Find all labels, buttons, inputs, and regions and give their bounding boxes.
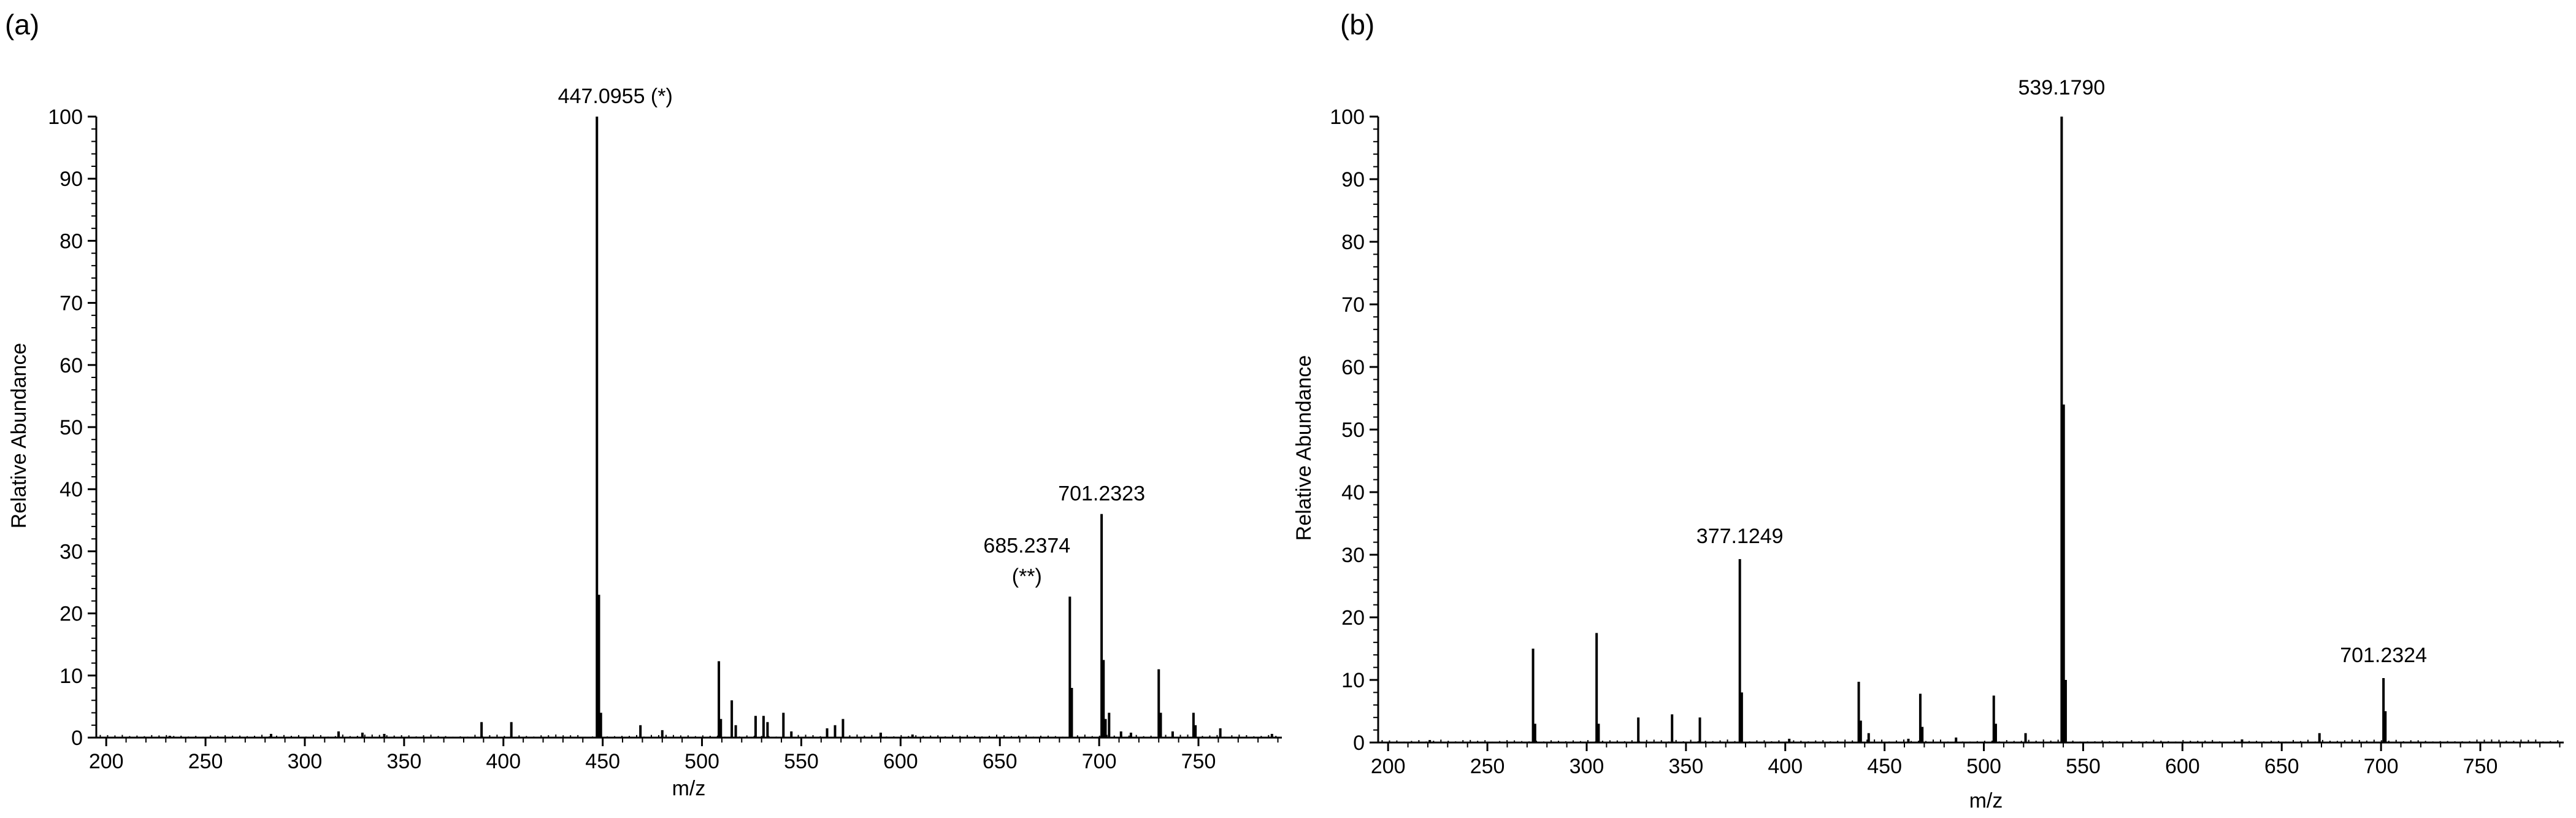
panel-label-b: (b) bbox=[1340, 9, 1374, 41]
y-tick-label-b: 70 bbox=[1341, 293, 1365, 317]
y-tick-label-b: 50 bbox=[1341, 419, 1365, 442]
y-tick-label-a: 60 bbox=[59, 354, 83, 377]
peak-labels-b: 539.1790 377.1249 701.2324 bbox=[1696, 76, 2427, 667]
axes-a: 200 250 300 350 400 450 500 550 600 650 700 750 0 10 2… bbox=[48, 106, 1282, 773]
peaks-b bbox=[1381, 117, 2559, 743]
y-tick-label-a: 100 bbox=[48, 106, 83, 129]
x-tick-label-a: 750 bbox=[1181, 750, 1216, 773]
spectrum-panel-b: (b) Relative Abundance m/z 200 250 300 350 4… bbox=[1292, 9, 2564, 812]
y-tick-label-a: 70 bbox=[59, 292, 83, 315]
y-tick-label-b: 40 bbox=[1341, 481, 1365, 504]
y-tick-label-a: 40 bbox=[59, 478, 83, 501]
x-tick-label-a: 350 bbox=[387, 750, 422, 773]
y-tick-label-b: 90 bbox=[1341, 168, 1365, 191]
peak-labels-a: 447.0955 (*) 701.2323 685.2374 (**) bbox=[558, 85, 1145, 588]
y-tick-label-b: 60 bbox=[1341, 356, 1365, 379]
x-tick-label-b: 400 bbox=[1768, 755, 1803, 778]
peak-label-447: 447.0955 (*) bbox=[558, 85, 673, 108]
x-tick-label-b: 750 bbox=[2463, 755, 2498, 778]
x-tick-label-a: 500 bbox=[684, 750, 719, 773]
y-tick-label-b: 20 bbox=[1341, 606, 1365, 630]
x-tick-label-a: 400 bbox=[486, 750, 521, 773]
spectrum-panel-a: (a) Relative Abundance m/z 200 250 300 350 4… bbox=[5, 9, 1282, 800]
x-tick-label-a: 700 bbox=[1082, 750, 1117, 773]
y-tick-label-b: 30 bbox=[1341, 544, 1365, 567]
x-tick-label-b: 350 bbox=[1669, 755, 1704, 778]
axes-b: 200 250 300 350 400 450 500 550 600 650 700 750 0 10 2… bbox=[1330, 106, 2564, 778]
y-tick-label-a: 20 bbox=[59, 603, 83, 626]
peak-label-685: 685.2374 bbox=[983, 534, 1070, 557]
y-axis-title-b: Relative Abundance bbox=[1292, 355, 1316, 541]
y-tick-label-b: 10 bbox=[1341, 669, 1365, 692]
x-axis-title-a: m/z bbox=[672, 777, 706, 800]
peak-label-701: 701.2323 bbox=[1058, 482, 1145, 506]
peak-label-685-marker: (**) bbox=[1012, 565, 1042, 588]
x-tick-label-b: 200 bbox=[1371, 755, 1406, 778]
x-tick-label-a: 650 bbox=[983, 750, 1018, 773]
peak-label-539: 539.1790 bbox=[2018, 76, 2105, 99]
y-tick-label-a: 50 bbox=[59, 416, 83, 439]
x-tick-label-b: 450 bbox=[1867, 755, 1902, 778]
x-tick-label-a: 300 bbox=[288, 750, 323, 773]
peak-label-701b: 701.2324 bbox=[2340, 644, 2427, 667]
x-tick-label-b: 700 bbox=[2364, 755, 2399, 778]
peaks-a bbox=[99, 117, 1277, 738]
x-axis-title-b: m/z bbox=[1969, 789, 2003, 812]
x-tick-label-a: 550 bbox=[784, 750, 819, 773]
x-tick-label-b: 550 bbox=[2066, 755, 2101, 778]
y-axis-title-a: Relative Abundance bbox=[7, 343, 31, 528]
y-tick-label-a: 80 bbox=[59, 230, 83, 253]
x-tick-label-a: 200 bbox=[89, 750, 124, 773]
y-tick-label-b: 80 bbox=[1341, 231, 1365, 254]
x-tick-label-b: 500 bbox=[1966, 755, 2001, 778]
x-tick-label-a: 450 bbox=[585, 750, 620, 773]
y-tick-label-a: 90 bbox=[59, 168, 83, 191]
x-tick-label-b: 650 bbox=[2264, 755, 2299, 778]
peak-label-377: 377.1249 bbox=[1696, 525, 1784, 548]
y-tick-label-b: 100 bbox=[1330, 106, 1365, 129]
y-tick-label-b: 0 bbox=[1353, 731, 1365, 755]
x-tick-label-b: 250 bbox=[1470, 755, 1505, 778]
x-tick-label-a: 600 bbox=[883, 750, 918, 773]
x-tick-label-b: 300 bbox=[1570, 755, 1604, 778]
y-tick-label-a: 30 bbox=[59, 540, 83, 563]
y-tick-label-a: 10 bbox=[59, 665, 83, 688]
x-tick-label-a: 250 bbox=[188, 750, 223, 773]
x-tick-label-b: 600 bbox=[2165, 755, 2200, 778]
panel-label-a: (a) bbox=[5, 9, 39, 41]
y-tick-label-a: 0 bbox=[71, 727, 83, 750]
